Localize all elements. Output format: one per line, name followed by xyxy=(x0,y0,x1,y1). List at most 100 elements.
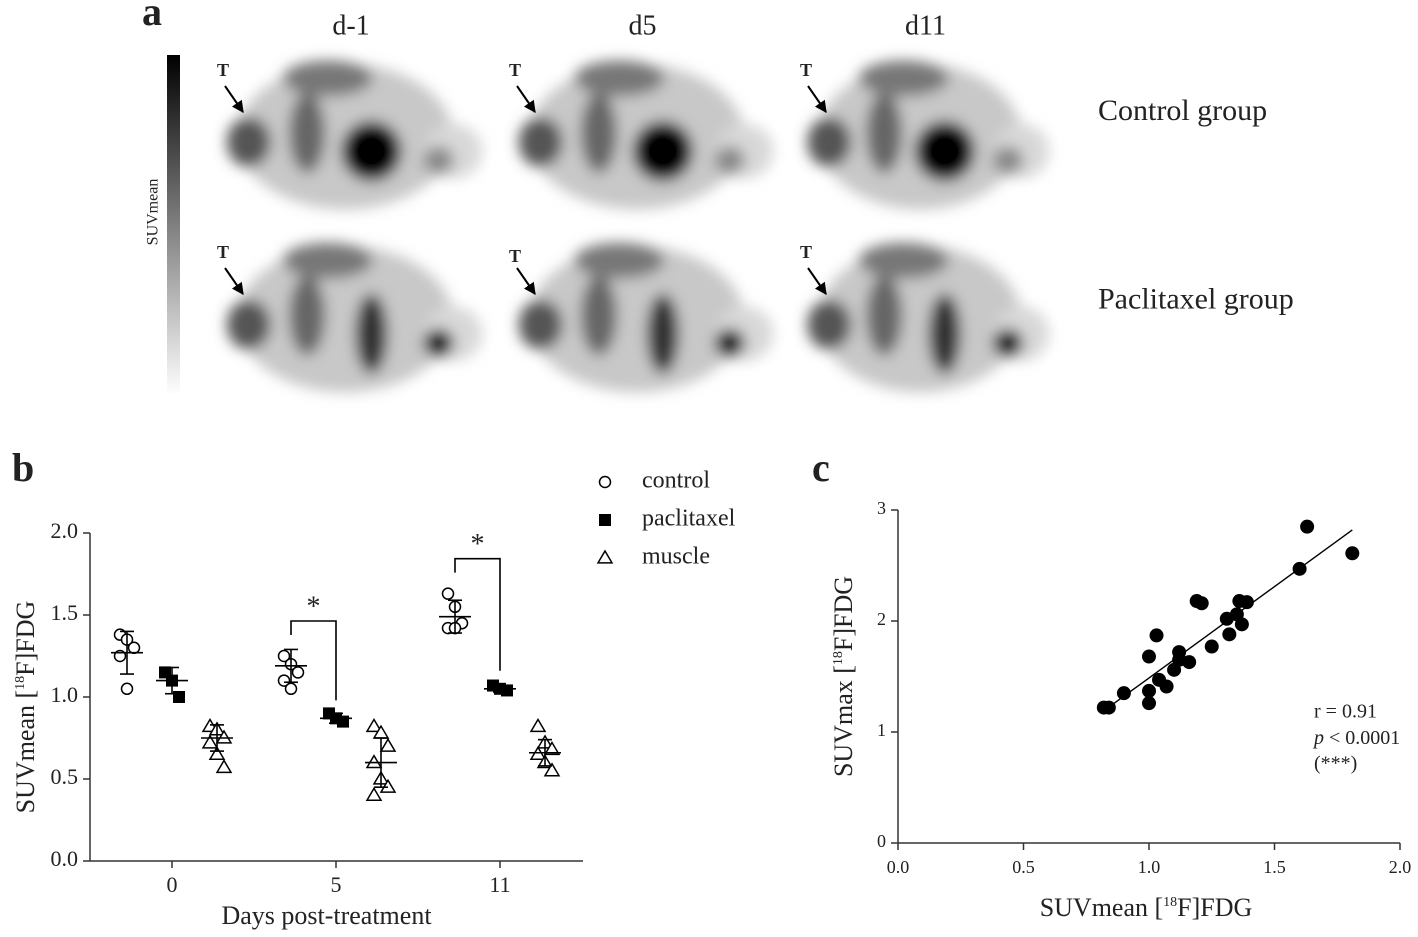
y-axis-title: SUVmean [18F]FDG xyxy=(11,601,40,814)
scan-organ xyxy=(282,242,373,279)
y-tick-label: 3 xyxy=(877,498,886,518)
point xyxy=(365,754,383,769)
row-label: Control group xyxy=(1098,94,1267,127)
point xyxy=(441,587,455,600)
point xyxy=(596,549,614,564)
point xyxy=(1149,628,1164,643)
scan-organ xyxy=(866,275,903,356)
y-tick-label: 1.5 xyxy=(51,600,79,625)
scan-organ xyxy=(646,293,679,374)
y-tick-label: 1.0 xyxy=(51,682,79,707)
scan-organ xyxy=(914,121,975,182)
y-axis-title-part: SUVmean [ xyxy=(11,690,40,813)
legend-label: muscle xyxy=(642,544,710,570)
scan-organ xyxy=(282,60,373,97)
scan xyxy=(226,60,483,210)
scan-body xyxy=(237,245,454,393)
scan-organ xyxy=(632,121,693,182)
significance-label: * xyxy=(471,529,485,560)
y-tick-label: 0.5 xyxy=(51,764,79,789)
tumor-marker: T xyxy=(217,60,229,80)
point xyxy=(501,684,513,697)
x-tick-label: 0 xyxy=(167,872,178,897)
scan-tumor xyxy=(807,299,852,350)
colorbar-label: SUVmean xyxy=(145,179,162,246)
row-label: Paclitaxel group xyxy=(1098,282,1294,315)
tumor-marker: T xyxy=(800,242,812,262)
y-tick-label: 0 xyxy=(877,831,886,851)
point xyxy=(208,745,226,761)
x-axis-title-part: F]FDG xyxy=(1177,893,1252,922)
point xyxy=(1222,627,1237,642)
x-tick-label: 0.5 xyxy=(1012,857,1035,877)
scan-organ xyxy=(928,293,961,374)
stat-p: p < 0.0001 xyxy=(1312,727,1400,749)
point xyxy=(543,741,561,756)
x-tick-label: 11 xyxy=(489,872,510,897)
point xyxy=(284,682,298,696)
panel-label: a xyxy=(142,0,162,34)
point xyxy=(1345,546,1360,561)
scan-tumor xyxy=(518,299,563,350)
point xyxy=(173,691,185,703)
scan xyxy=(518,242,774,393)
arrow xyxy=(807,267,827,295)
scan-organ xyxy=(580,93,617,173)
y-axis-title-sup: 18 xyxy=(831,651,846,665)
point xyxy=(379,737,397,752)
significance-label: * xyxy=(307,591,321,622)
point xyxy=(365,786,383,802)
point xyxy=(598,475,612,489)
scan-organ xyxy=(289,275,326,356)
arrow xyxy=(516,85,536,113)
point xyxy=(1101,700,1116,715)
point xyxy=(1234,617,1249,632)
x-tick-label: 1.0 xyxy=(1138,857,1161,877)
stat-r: r = 0.91 xyxy=(1314,701,1377,723)
legend-label: paclitaxel xyxy=(642,506,736,532)
point xyxy=(277,674,291,687)
y-tick-label: 1 xyxy=(877,720,886,740)
y-tick-label: 2.0 xyxy=(51,518,79,543)
point xyxy=(127,641,141,655)
arrow xyxy=(516,267,536,295)
scan-organ xyxy=(714,146,745,175)
scan xyxy=(226,242,483,393)
point xyxy=(337,715,349,728)
scan-organ xyxy=(993,146,1023,175)
x-axis-title-sup: 18 xyxy=(1163,895,1177,910)
y-axis-title-part: SUVmax [ xyxy=(829,665,858,777)
scan-grid xyxy=(205,42,1063,407)
point xyxy=(1292,561,1307,576)
column-label: d11 xyxy=(905,10,946,41)
point xyxy=(277,649,291,663)
scan-organ xyxy=(858,60,949,97)
scan-organ xyxy=(355,293,388,374)
point xyxy=(379,778,397,793)
y-axis-title-part: F]FDG xyxy=(829,576,858,651)
scan-organ xyxy=(574,242,665,279)
point xyxy=(291,666,305,679)
scan-body xyxy=(529,245,745,393)
arrow xyxy=(807,85,827,113)
scan-organ xyxy=(423,146,454,175)
scan-tumor xyxy=(226,117,271,168)
x-axis-title-part: SUVmean [ xyxy=(1040,893,1163,922)
tumor-marker: T xyxy=(509,246,521,266)
point xyxy=(1142,683,1156,698)
significance-bracket xyxy=(454,557,501,671)
x-tick-label: 0.0 xyxy=(887,857,910,877)
y-axis-title-sup: 18 xyxy=(13,676,28,690)
arrow xyxy=(224,267,244,295)
tumor-marker: T xyxy=(217,242,229,262)
tumor-marker: T xyxy=(800,60,812,80)
point xyxy=(1204,639,1219,654)
point xyxy=(1172,645,1187,660)
legend-label: control xyxy=(642,468,710,494)
scan-tumor xyxy=(807,117,852,168)
point xyxy=(1142,696,1156,711)
y-axis-title: SUVmax [18F]FDG xyxy=(829,576,858,777)
significance-bracket xyxy=(290,620,337,701)
